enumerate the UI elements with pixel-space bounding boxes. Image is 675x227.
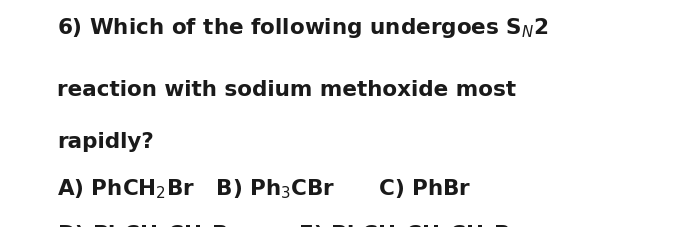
Text: D) PhCH$_{2}$CH$_{2}$Br        E) PhCH$_{2}$CH$_{2}$CH$_{2}$Br: D) PhCH$_{2}$CH$_{2}$Br E) PhCH$_{2}$CH$…	[57, 222, 523, 227]
Text: reaction with sodium methoxide most: reaction with sodium methoxide most	[57, 79, 516, 99]
Text: rapidly?: rapidly?	[57, 132, 154, 152]
Text: A) PhCH$_{2}$Br   B) Ph$_{3}$CBr      C) PhBr: A) PhCH$_{2}$Br B) Ph$_{3}$CBr C) PhBr	[57, 177, 472, 201]
Text: 6) Which of the following undergoes S$_{N}$2: 6) Which of the following undergoes S$_{…	[57, 16, 549, 40]
